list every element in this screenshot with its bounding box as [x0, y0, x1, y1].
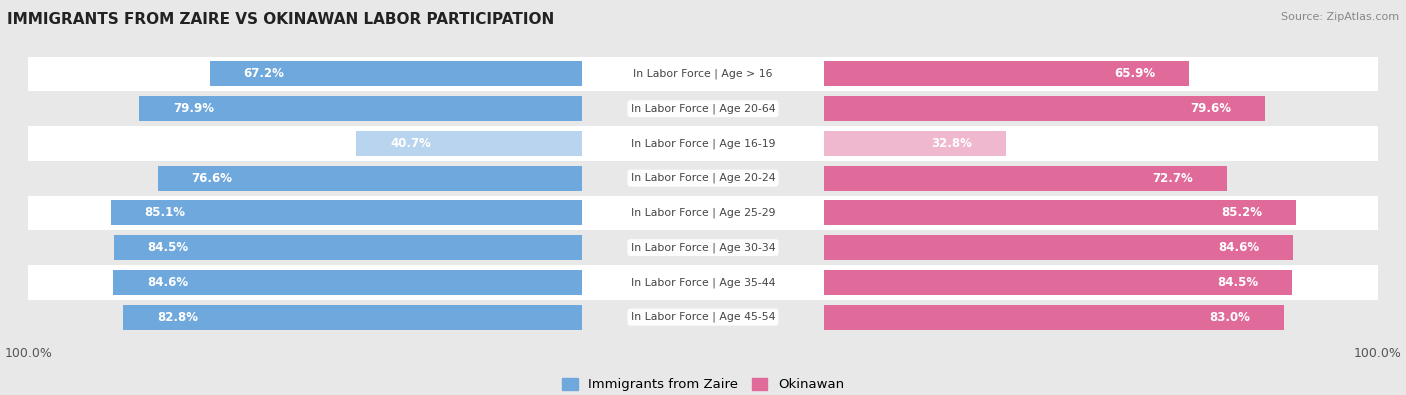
Text: In Labor Force | Age 25-29: In Labor Force | Age 25-29	[631, 208, 775, 218]
Bar	[28, 91, 1378, 126]
Bar	[824, 235, 1292, 260]
Bar	[824, 166, 1227, 191]
Bar	[28, 56, 1378, 91]
Text: 85.2%: 85.2%	[1222, 207, 1263, 219]
Text: In Labor Force | Age 20-24: In Labor Force | Age 20-24	[631, 173, 775, 183]
Bar	[824, 96, 1265, 121]
Text: 84.5%: 84.5%	[1218, 276, 1258, 289]
Bar	[28, 230, 1378, 265]
Text: In Labor Force | Age 16-19: In Labor Force | Age 16-19	[631, 138, 775, 149]
Bar	[356, 131, 582, 156]
Bar	[28, 265, 1378, 300]
Text: 65.9%: 65.9%	[1115, 68, 1156, 81]
Text: In Labor Force | Age > 16: In Labor Force | Age > 16	[633, 69, 773, 79]
Bar	[209, 62, 582, 87]
Text: In Labor Force | Age 30-34: In Labor Force | Age 30-34	[631, 243, 775, 253]
Text: 79.9%: 79.9%	[173, 102, 214, 115]
Bar	[824, 200, 1296, 226]
Text: 72.7%: 72.7%	[1153, 172, 1194, 184]
Text: In Labor Force | Age 20-64: In Labor Force | Age 20-64	[631, 103, 775, 114]
Text: 83.0%: 83.0%	[1209, 310, 1250, 324]
Text: 84.5%: 84.5%	[148, 241, 188, 254]
Text: 79.6%: 79.6%	[1191, 102, 1232, 115]
Bar	[28, 126, 1378, 161]
Text: 40.7%: 40.7%	[389, 137, 430, 150]
Bar	[157, 166, 582, 191]
Bar	[114, 270, 582, 295]
Bar	[824, 62, 1189, 87]
Text: 84.6%: 84.6%	[148, 276, 188, 289]
Bar	[824, 305, 1284, 329]
Text: 32.8%: 32.8%	[931, 137, 973, 150]
Text: 67.2%: 67.2%	[243, 68, 284, 81]
Bar	[111, 200, 582, 226]
Text: 76.6%: 76.6%	[191, 172, 232, 184]
Text: 82.8%: 82.8%	[157, 310, 198, 324]
Bar	[114, 235, 582, 260]
Bar	[824, 131, 1007, 156]
Bar	[139, 96, 582, 121]
Bar	[28, 300, 1378, 335]
Text: In Labor Force | Age 45-54: In Labor Force | Age 45-54	[631, 312, 775, 322]
Text: 84.6%: 84.6%	[1218, 241, 1258, 254]
Bar	[124, 305, 582, 329]
Legend: Immigrants from Zaire, Okinawan: Immigrants from Zaire, Okinawan	[557, 372, 849, 395]
Text: Source: ZipAtlas.com: Source: ZipAtlas.com	[1281, 12, 1399, 22]
Bar	[28, 196, 1378, 230]
Text: IMMIGRANTS FROM ZAIRE VS OKINAWAN LABOR PARTICIPATION: IMMIGRANTS FROM ZAIRE VS OKINAWAN LABOR …	[7, 12, 554, 27]
Text: 85.1%: 85.1%	[145, 207, 186, 219]
Bar	[28, 161, 1378, 196]
Text: In Labor Force | Age 35-44: In Labor Force | Age 35-44	[631, 277, 775, 288]
Bar	[824, 270, 1292, 295]
